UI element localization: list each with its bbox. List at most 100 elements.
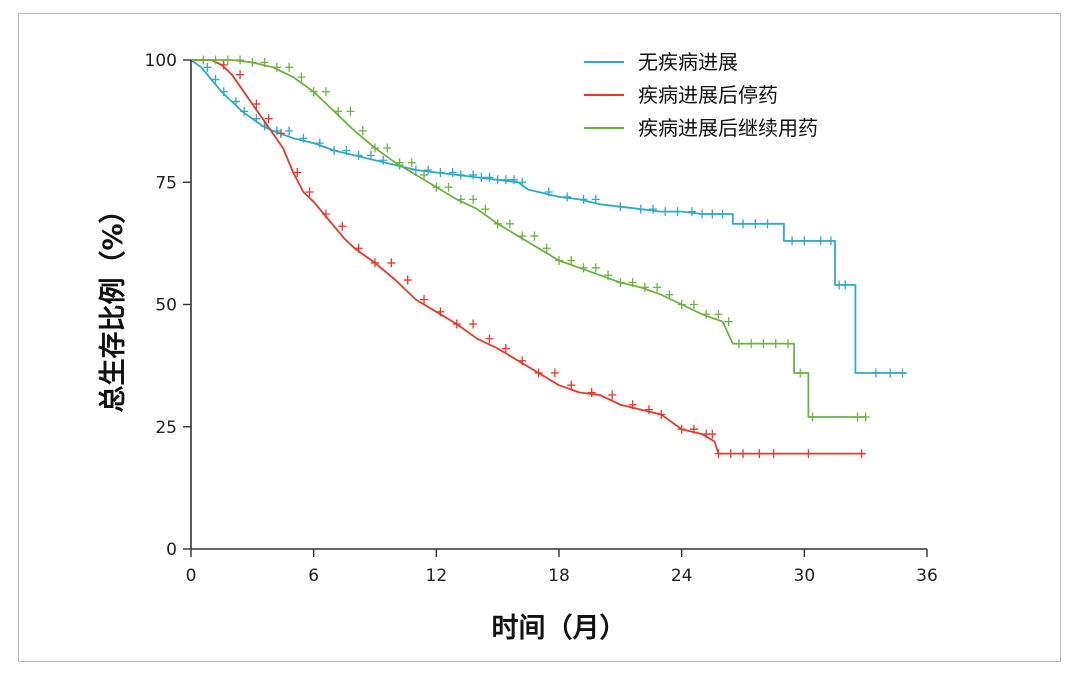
censor-mark <box>826 236 835 246</box>
x-tick-label: 36 <box>916 566 938 586</box>
censor-mark <box>871 368 880 378</box>
censor-mark <box>689 300 698 309</box>
censor-mark <box>436 307 445 317</box>
censor-mark <box>334 106 343 116</box>
censor-mark <box>321 209 330 219</box>
censor-mark <box>272 62 281 72</box>
censor-mark <box>534 368 543 378</box>
censor-mark <box>219 60 228 70</box>
censor-mark <box>236 55 245 65</box>
censor-mark <box>796 368 805 378</box>
censor-mark <box>231 97 240 107</box>
censor-mark <box>456 194 465 204</box>
censor-mark <box>665 290 674 300</box>
censor-mark <box>260 57 269 67</box>
censor-mark <box>448 167 457 177</box>
censor-mark <box>264 114 273 124</box>
censor-mark <box>759 339 768 349</box>
censor-mark <box>297 72 306 82</box>
censor-mark <box>718 209 727 219</box>
censor-mark <box>346 106 355 116</box>
censor-mark <box>387 258 396 268</box>
censor-mark <box>886 368 895 378</box>
censor-mark <box>309 87 318 97</box>
censor-mark <box>481 204 490 214</box>
censor-mark <box>305 187 314 197</box>
censor-mark <box>469 194 478 204</box>
censor-mark <box>276 128 285 138</box>
x-tick-label: 6 <box>308 566 319 586</box>
censor-mark <box>223 55 232 65</box>
censor-mark <box>203 62 212 72</box>
censor-mark <box>689 424 698 434</box>
censor-mark <box>677 300 686 309</box>
censor-mark <box>395 158 404 168</box>
censor-mark <box>861 412 870 422</box>
censor-mark <box>330 145 339 155</box>
x-axis-title: 时间（月） <box>492 613 627 644</box>
censor-mark <box>383 143 392 153</box>
y-tick-label: 75 <box>155 173 177 193</box>
censor-mark <box>285 126 294 136</box>
censor-mark <box>653 282 662 292</box>
legend-label: 无疾病进展 <box>638 50 738 74</box>
censor-mark <box>293 167 302 177</box>
censor-mark <box>657 410 666 420</box>
censor-mark <box>248 57 257 67</box>
censor-mark <box>411 165 420 175</box>
censor-mark <box>591 263 600 273</box>
censor-mark <box>841 280 850 290</box>
censor-mark <box>407 158 416 168</box>
y-axis-title: 总生存比例（%） <box>98 196 129 412</box>
censor-mark <box>555 255 563 265</box>
censor-mark <box>493 219 502 229</box>
censor-mark <box>342 145 351 155</box>
censor-mark <box>563 192 572 202</box>
y-tick-label: 100 <box>145 51 177 71</box>
censor-mark <box>628 400 637 410</box>
censor-mark <box>469 319 478 329</box>
censor-mark <box>518 177 527 187</box>
censor-mark <box>469 170 478 180</box>
censor-mark <box>452 319 461 329</box>
censor-mark <box>530 231 539 241</box>
censor-mark <box>677 424 686 434</box>
legend-label: 疾病进展后停药 <box>638 83 778 107</box>
censor-mark <box>587 388 596 398</box>
censor-mark <box>252 114 261 124</box>
censor-mark <box>769 449 778 459</box>
censor-mark <box>714 309 723 319</box>
censor-mark <box>808 412 817 422</box>
censor-mark <box>649 204 658 214</box>
censor-mark <box>788 236 797 246</box>
censor-mark <box>219 87 228 97</box>
censor-mark <box>436 167 445 177</box>
censor-mark <box>644 405 653 415</box>
censor-mark <box>285 62 294 72</box>
censor-mark <box>708 209 717 219</box>
censor-mark <box>591 194 600 204</box>
censor-mark <box>354 150 363 160</box>
censor-mark <box>544 187 553 197</box>
censor-mark <box>739 449 747 459</box>
censor-mark <box>608 390 617 400</box>
censor-mark <box>640 282 649 292</box>
x-tick-label: 18 <box>548 566 570 586</box>
censor-mark <box>550 368 559 378</box>
series-line-2 <box>191 59 866 418</box>
censor-mark <box>299 133 308 143</box>
censor-mark <box>485 172 494 182</box>
censor-mark <box>424 165 433 175</box>
censor-mark <box>898 368 907 378</box>
censor-mark <box>505 219 514 229</box>
x-tick-label: 0 <box>186 566 197 586</box>
censor-mark <box>358 126 367 136</box>
censor-mark <box>579 194 588 204</box>
censor-mark <box>321 87 330 97</box>
series-line-1 <box>191 59 866 455</box>
censor-mark <box>199 55 208 65</box>
censor-mark <box>783 339 792 349</box>
censor-mark <box>371 258 379 268</box>
